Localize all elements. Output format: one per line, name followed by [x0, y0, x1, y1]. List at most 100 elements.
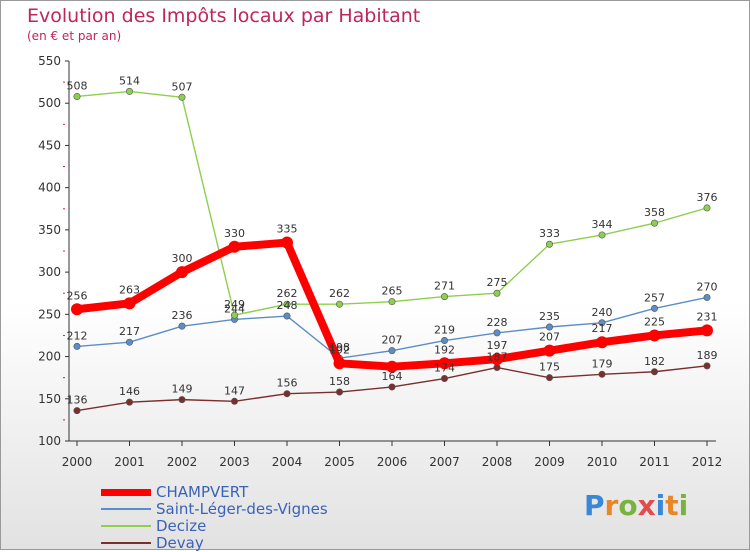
data-point [335, 388, 343, 396]
data-point [71, 303, 83, 316]
y-tick-label: 400 [38, 181, 61, 195]
data-label: 179 [592, 357, 613, 370]
data-label: 270 [697, 280, 718, 293]
data-point [283, 300, 291, 308]
data-point [440, 337, 448, 345]
data-point [335, 300, 343, 308]
y-tick-label: 350 [38, 223, 61, 237]
data-label: 217 [119, 325, 140, 338]
data-label: 158 [329, 375, 350, 388]
legend-swatch [101, 489, 151, 496]
data-point [545, 323, 553, 331]
chart-title: Evolution des Impôts locaux par Habitant [27, 5, 421, 27]
data-label: 182 [644, 355, 665, 368]
data-point [648, 329, 661, 342]
data-label: 187 [487, 351, 508, 364]
data-label: 192 [329, 343, 350, 356]
x-tick-label: 2005 [324, 455, 355, 469]
x-tick-label: 2012 [692, 455, 723, 469]
data-point [703, 362, 711, 370]
proxiti-logo: Proxiti [584, 489, 688, 522]
legend-swatch [101, 525, 151, 527]
data-point [126, 87, 134, 95]
data-label: 275 [487, 276, 508, 289]
data-label: 333 [539, 227, 560, 240]
data-point [333, 357, 346, 370]
data-label: 335 [277, 223, 298, 236]
legend-swatch [101, 508, 151, 510]
data-point [231, 397, 239, 405]
data-label: 189 [697, 349, 718, 362]
data-label: 358 [644, 206, 665, 219]
data-label: 262 [329, 287, 350, 300]
y-tick-label: 450 [38, 138, 61, 152]
x-tick-label: 2006 [377, 455, 408, 469]
data-point [650, 219, 658, 227]
y-tick-label: 500 [38, 96, 61, 110]
data-label: 219 [434, 324, 455, 337]
x-tick-label: 2000 [62, 455, 93, 469]
x-tick-label: 2001 [114, 455, 145, 469]
data-point [178, 93, 186, 101]
data-point [388, 383, 396, 391]
data-point [283, 390, 291, 398]
data-label: 507 [172, 80, 193, 93]
logo-letter: o [618, 489, 638, 522]
data-point [176, 266, 188, 279]
data-point [598, 319, 606, 327]
chart-subtitle: (en € et par an) [27, 29, 122, 43]
data-point [126, 338, 134, 346]
data-label: 514 [119, 74, 140, 87]
legend-label: Saint-Léger-des-Vignes [156, 500, 328, 518]
data-point [388, 347, 396, 355]
data-label: 175 [539, 361, 560, 374]
data-label: 262 [277, 287, 298, 300]
data-point [493, 289, 501, 297]
logo-letter: i [678, 489, 689, 522]
data-point [178, 322, 186, 330]
data-point [543, 344, 556, 357]
data-label: 136 [67, 394, 88, 407]
data-point [545, 374, 553, 382]
logo-letter: i [655, 489, 666, 522]
data-point [493, 364, 501, 372]
data-point [388, 298, 396, 306]
data-label: 217 [592, 322, 613, 335]
data-label: 344 [592, 218, 613, 231]
data-point [281, 236, 293, 249]
data-label: 149 [172, 383, 193, 396]
data-label: 192 [434, 343, 455, 356]
data-label: 235 [539, 310, 560, 323]
legend-label: Decize [156, 517, 207, 535]
data-point [650, 368, 658, 376]
data-point [440, 293, 448, 301]
data-point [703, 204, 711, 212]
x-tick-label: 2010 [587, 455, 618, 469]
data-label: 244 [224, 302, 245, 315]
data-point [73, 92, 81, 100]
data-label: 257 [644, 291, 665, 304]
data-point [283, 312, 291, 320]
data-labels: 212 217 236 244 248 198 207 219 228 235 240 257 270 5… [67, 74, 718, 406]
data-label: 174 [434, 362, 455, 375]
y-tick-label: 550 [38, 54, 61, 68]
data-label: 225 [644, 315, 665, 328]
data-label: 236 [172, 309, 193, 322]
data-label: 265 [382, 285, 403, 298]
data-label: 240 [592, 306, 613, 319]
data-point [386, 360, 398, 373]
data-point [493, 329, 501, 337]
x-tick-label: 2003 [219, 455, 250, 469]
data-label: 300 [172, 252, 193, 265]
data-label: 263 [119, 283, 140, 296]
data-point [598, 370, 606, 378]
data-label: 156 [277, 377, 298, 390]
data-point [703, 293, 711, 301]
y-tick-label: 200 [38, 350, 61, 364]
data-label: 197 [487, 339, 508, 352]
y-tick-label: 300 [38, 265, 61, 279]
data-label: 207 [382, 334, 403, 347]
logo-letter: r [604, 489, 619, 522]
